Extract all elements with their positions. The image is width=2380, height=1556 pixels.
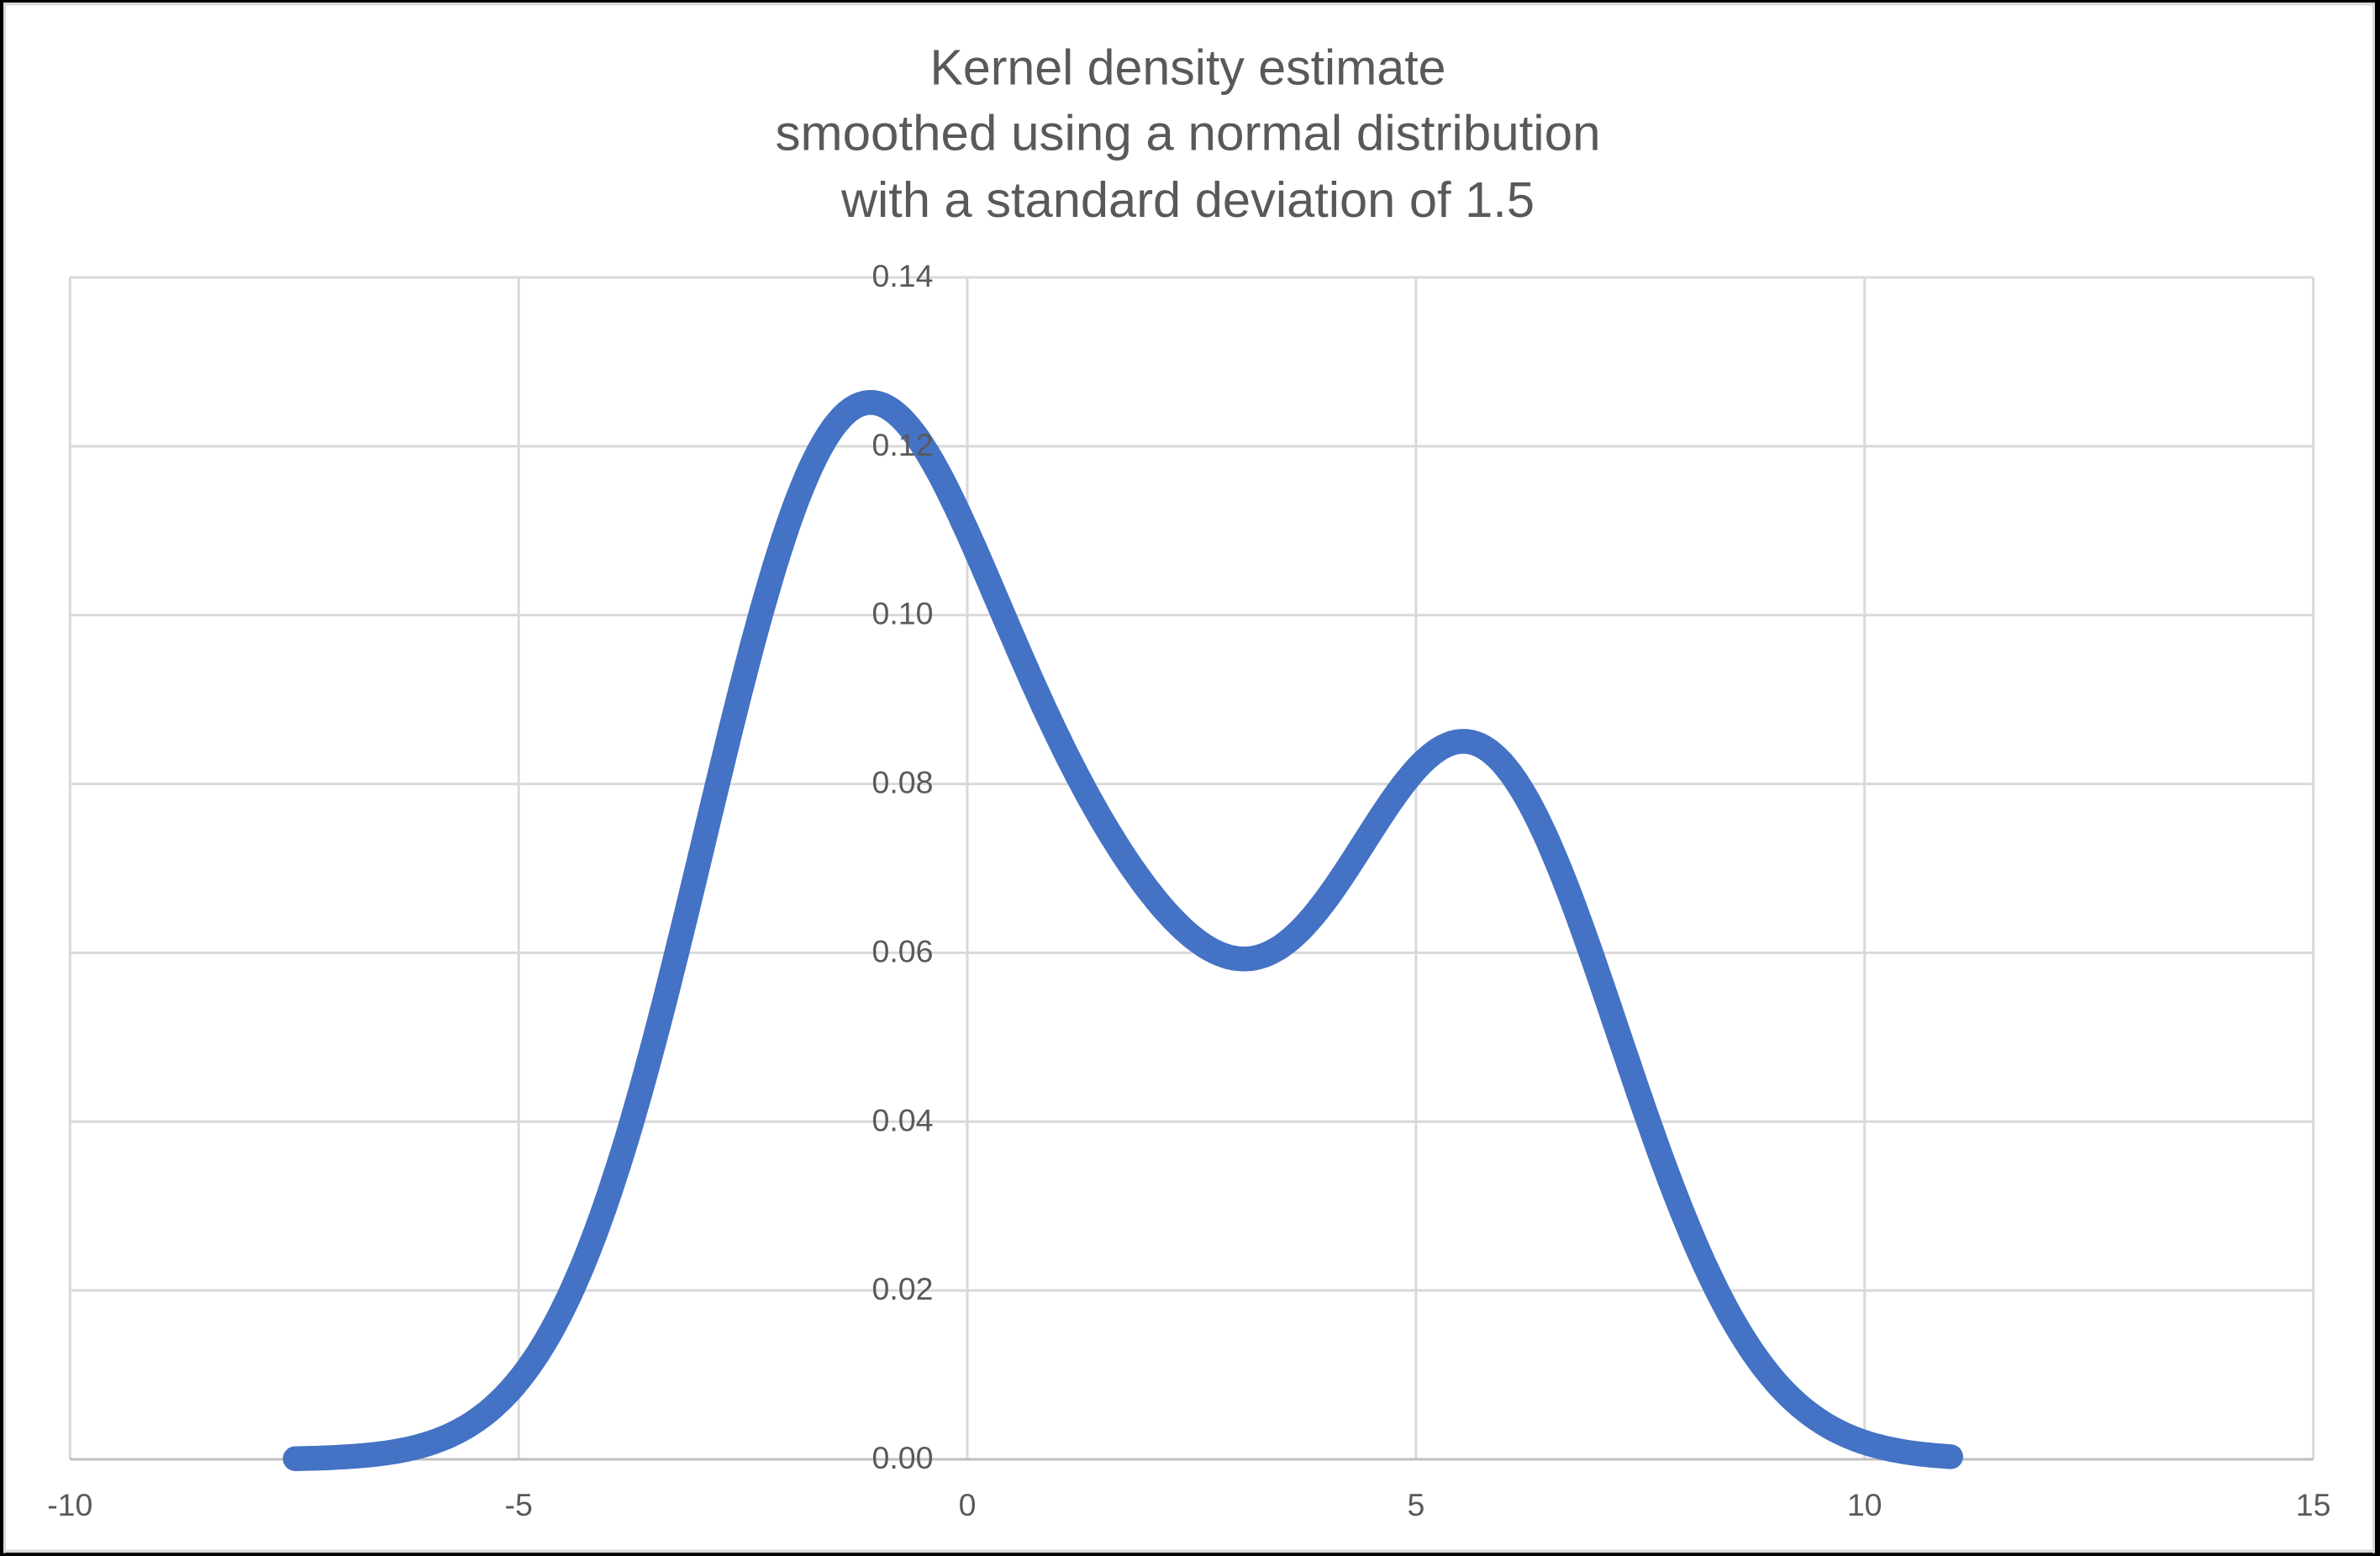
svg-text:0.12: 0.12 xyxy=(872,427,934,462)
svg-text:0: 0 xyxy=(959,1487,977,1522)
svg-text:15: 15 xyxy=(2296,1487,2331,1522)
svg-text:0.00: 0.00 xyxy=(872,1440,934,1475)
svg-text:Kernel density estimate: Kernel density estimate xyxy=(930,40,1446,96)
svg-text:0.08: 0.08 xyxy=(872,765,934,800)
svg-text:0.14: 0.14 xyxy=(872,258,934,293)
svg-text:0.04: 0.04 xyxy=(872,1102,934,1137)
svg-text:0.10: 0.10 xyxy=(872,596,934,631)
svg-text:with a standard deviation of 1: with a standard deviation of 1.5 xyxy=(840,172,1535,228)
svg-text:-5: -5 xyxy=(505,1487,533,1522)
svg-text:5: 5 xyxy=(1407,1487,1424,1522)
svg-text:smoothed using a normal distri: smoothed using a normal distribution xyxy=(776,105,1601,161)
svg-text:0.02: 0.02 xyxy=(872,1271,934,1306)
svg-text:0.06: 0.06 xyxy=(872,933,934,968)
svg-text:10: 10 xyxy=(1847,1487,1882,1522)
svg-text:-10: -10 xyxy=(47,1487,92,1522)
